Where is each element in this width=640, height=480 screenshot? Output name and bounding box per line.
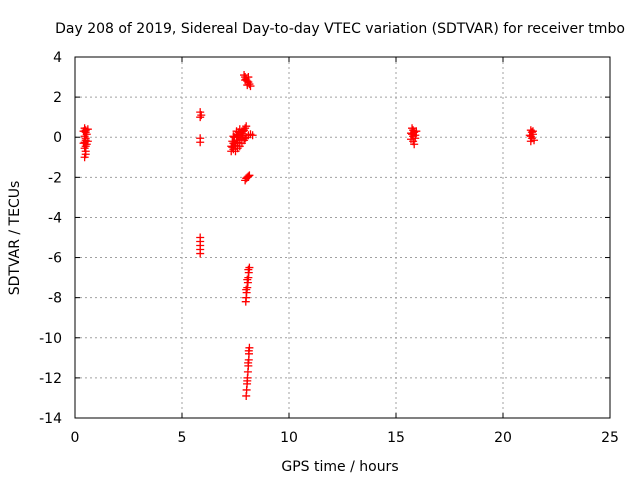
data-point — [197, 111, 206, 120]
y-tick-labels: 4 2 0 -2 -4 -6 -8 -10 -12 -14 — [39, 50, 62, 427]
data-point — [242, 391, 251, 400]
data-point — [243, 275, 252, 284]
data-point — [245, 171, 254, 180]
data-point — [411, 131, 420, 140]
data-point — [244, 358, 253, 367]
data-point — [241, 297, 250, 306]
y-tick-label: 4 — [53, 50, 62, 66]
data-point — [243, 376, 252, 385]
data-point — [248, 131, 257, 140]
data-point — [410, 140, 419, 149]
data-point — [196, 113, 205, 122]
data-point — [79, 127, 88, 136]
data-point — [244, 73, 253, 82]
y-tick-label: -14 — [39, 411, 62, 427]
data-point — [241, 134, 250, 143]
data-point — [406, 129, 415, 138]
plot-frame — [74, 56, 611, 419]
x-tick-label: 0 — [71, 430, 80, 446]
y-tick-label: 2 — [53, 90, 62, 106]
data-point — [235, 135, 244, 144]
y-tick-label: -4 — [48, 210, 62, 226]
data-point — [83, 125, 92, 134]
data-point — [244, 172, 253, 181]
grid — [75, 57, 610, 418]
data-point — [528, 127, 537, 136]
data-point — [240, 126, 249, 135]
y-tick-label: -8 — [48, 291, 62, 307]
y-tick-label: -2 — [48, 170, 62, 186]
x-tick-label: 10 — [280, 430, 298, 446]
data-point — [233, 131, 242, 140]
data-point — [235, 125, 244, 134]
data-points — [79, 71, 539, 400]
x-axis-label: GPS time / hours — [281, 459, 398, 475]
data-point — [244, 265, 253, 274]
x-tick-label: 25 — [601, 430, 619, 446]
data-point — [243, 81, 252, 90]
data-point — [229, 139, 238, 148]
data-point — [229, 132, 238, 141]
y-tick-label: -6 — [48, 251, 62, 267]
data-point — [228, 137, 237, 146]
y-tick-label: -10 — [39, 331, 62, 347]
data-point — [240, 71, 249, 80]
axis-ticks — [74, 56, 611, 419]
data-point — [241, 124, 250, 133]
x-tick-labels: 0 5 10 15 20 25 — [71, 430, 619, 446]
data-point — [196, 138, 205, 147]
data-point — [242, 122, 251, 131]
data-point — [80, 153, 89, 162]
data-point — [196, 249, 205, 258]
chart-title: Day 208 of 2019, Sidereal Day-to-day VTE… — [55, 21, 625, 37]
x-tick-label: 5 — [178, 430, 187, 446]
y-tick-label: -12 — [39, 371, 62, 387]
data-point — [79, 139, 88, 148]
x-tick-label: 20 — [494, 430, 512, 446]
data-point — [412, 127, 421, 136]
data-point — [244, 346, 253, 355]
data-point — [83, 137, 92, 146]
y-axis-label: SDTVAR / TECUs — [7, 181, 23, 296]
data-point — [242, 285, 251, 294]
y-tick-label: 0 — [53, 130, 62, 146]
x-tick-label: 15 — [387, 430, 405, 446]
data-point — [525, 131, 534, 140]
data-point — [526, 137, 535, 146]
